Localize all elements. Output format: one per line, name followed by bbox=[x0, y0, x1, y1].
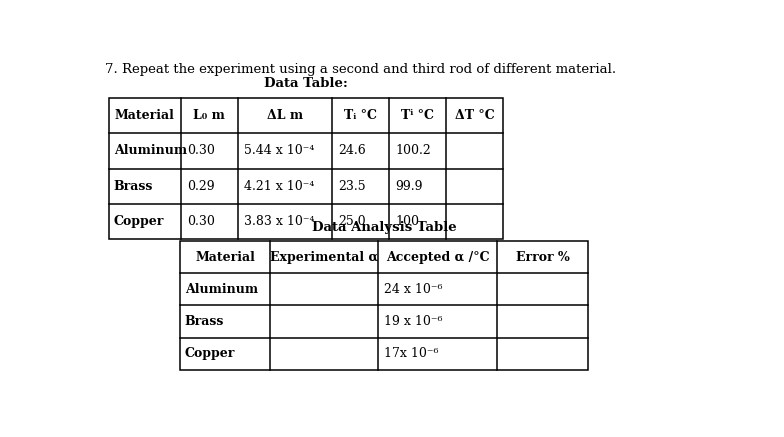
Text: Accepted α /°C: Accepted α /°C bbox=[386, 250, 489, 264]
Text: 24.6: 24.6 bbox=[338, 144, 366, 157]
Text: 0.30: 0.30 bbox=[187, 215, 215, 228]
Text: Experimental α: Experimental α bbox=[270, 250, 378, 264]
Text: L₀ m: L₀ m bbox=[193, 109, 225, 122]
Text: 3.83 x 10⁻⁴: 3.83 x 10⁻⁴ bbox=[244, 215, 314, 228]
Text: Data Table:: Data Table: bbox=[264, 77, 348, 90]
Bar bbox=[109, 98, 503, 239]
Text: 100.2: 100.2 bbox=[395, 144, 431, 157]
Text: Brass: Brass bbox=[185, 315, 224, 328]
Text: 19 x 10⁻⁶: 19 x 10⁻⁶ bbox=[384, 315, 443, 328]
Text: 23.5: 23.5 bbox=[338, 180, 365, 193]
Text: Aluminum: Aluminum bbox=[114, 144, 187, 157]
Text: 25.0: 25.0 bbox=[338, 215, 365, 228]
Text: 5.44 x 10⁻⁴: 5.44 x 10⁻⁴ bbox=[244, 144, 314, 157]
Text: 100: 100 bbox=[395, 215, 419, 228]
Text: Brass: Brass bbox=[114, 180, 153, 193]
Text: 4.21 x 10⁻⁴: 4.21 x 10⁻⁴ bbox=[244, 180, 314, 193]
Text: Material: Material bbox=[195, 250, 255, 264]
Text: Copper: Copper bbox=[114, 215, 164, 228]
Text: Material: Material bbox=[114, 109, 175, 122]
Text: 7. Repeat the experiment using a second and third rod of different material.: 7. Repeat the experiment using a second … bbox=[105, 62, 616, 76]
Text: 0.30: 0.30 bbox=[187, 144, 215, 157]
Text: ΔT °C: ΔT °C bbox=[455, 109, 495, 122]
Text: 24 x 10⁻⁶: 24 x 10⁻⁶ bbox=[384, 283, 443, 296]
Text: Error %: Error % bbox=[516, 250, 570, 264]
Text: Aluminum: Aluminum bbox=[185, 283, 258, 296]
Text: 99.9: 99.9 bbox=[395, 180, 423, 193]
Text: 0.29: 0.29 bbox=[187, 180, 214, 193]
Text: Tⁱ °C: Tⁱ °C bbox=[401, 109, 434, 122]
Bar bbox=[180, 241, 588, 370]
Text: ΔL m: ΔL m bbox=[267, 109, 303, 122]
Text: 17x 10⁻⁶: 17x 10⁻⁶ bbox=[384, 347, 439, 361]
Text: Tᵢ °C: Tᵢ °C bbox=[344, 109, 377, 122]
Text: Copper: Copper bbox=[185, 347, 235, 361]
Text: Data Analysis Table: Data Analysis Table bbox=[312, 221, 456, 234]
